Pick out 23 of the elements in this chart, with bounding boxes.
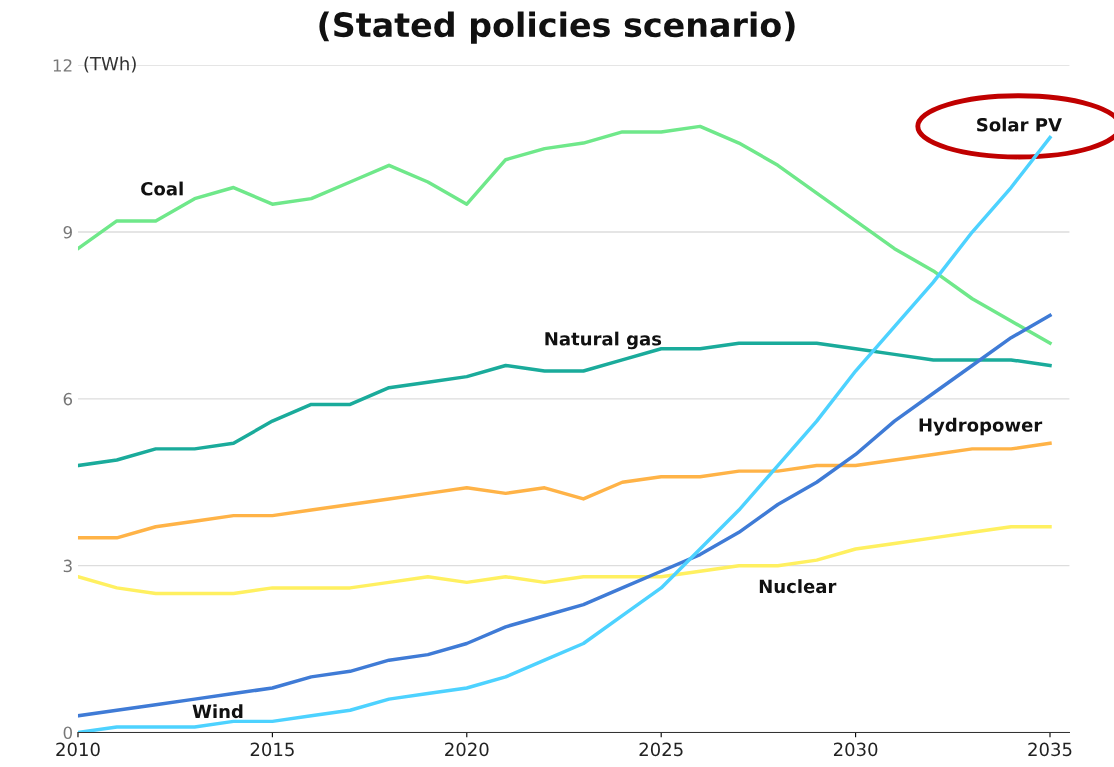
line-series: [77, 313, 1052, 718]
x-tick-label: 2030: [833, 742, 878, 757]
chart-title: (Stated policies scenario): [319, 11, 795, 44]
y-tick-label: 0: [63, 726, 73, 740]
x-tick-label: 2025: [639, 742, 683, 757]
y-tick-label: 9: [63, 225, 72, 239]
y-axis-title: (TWh): [84, 56, 136, 73]
series-label: Wind: [192, 704, 243, 719]
y-tick-label: 12: [53, 59, 72, 72]
y-tick-label: 6: [63, 392, 73, 406]
x-tick-label: 2035: [1028, 742, 1072, 757]
y-tick-label: 3: [63, 559, 72, 573]
series-label: Nuclear: [759, 579, 837, 594]
series-label: Solar PV: [977, 117, 1062, 132]
series-label: Hydropower: [919, 417, 1043, 436]
x-tick-label: 2010: [56, 742, 100, 757]
line-series: [77, 525, 1052, 596]
x-tick-label: 2020: [445, 742, 489, 757]
line-series: [77, 441, 1052, 540]
line-series: [77, 135, 1052, 733]
x-tick-label: 2015: [250, 742, 294, 757]
series-label: Natural gas: [545, 331, 662, 350]
series-label: Coal: [141, 181, 183, 196]
